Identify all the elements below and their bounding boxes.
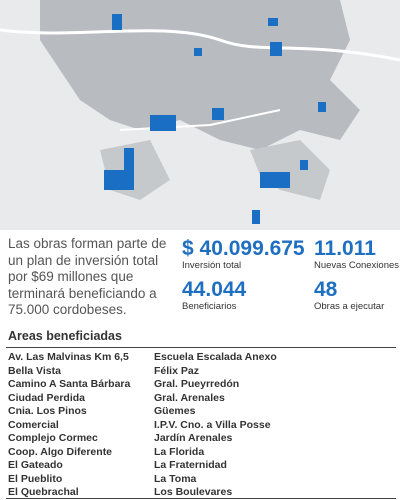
area-name: Ciudad Perdida: [8, 391, 86, 404]
area-name: Complejo Cormec: [8, 432, 98, 444]
area-name: Cnia. Los Pinos: [8, 405, 87, 417]
area-name: El Quebrachal: [8, 486, 79, 498]
intro-line: terminará beneficiando a: [8, 285, 157, 301]
intro-line: por $69 millones que: [8, 269, 134, 284]
intro-line: 75.000 cordobeses.: [8, 302, 127, 317]
stat-label: Obras a ejecutar: [314, 301, 385, 312]
intro-line: un plan de inversión total: [8, 252, 159, 268]
area-name: I.P.V. Cno. a Villa Posse: [154, 418, 271, 431]
stat-value: 44.044: [182, 278, 247, 301]
stat-label: Nuevas Conexiones: [314, 260, 400, 271]
area-name: El Gateado: [8, 459, 63, 471]
area-name: La Florida: [154, 445, 205, 458]
area-name: El Pueblito: [8, 472, 63, 485]
stat-value: 48: [314, 278, 338, 301]
area-name: Los Boulevares: [154, 486, 233, 498]
area-name: Gral. Pueyrredón: [154, 378, 240, 390]
stat: $ 40.099.675 Inversión total: [182, 237, 305, 272]
area-name: Gral. Arenales: [154, 391, 225, 404]
area-name: Coop. Algo Diferente: [8, 445, 113, 458]
area-name: Comercial: [8, 418, 59, 431]
area-name: La Toma: [154, 472, 197, 485]
stat-value: 11.011: [314, 237, 376, 260]
area-column: Escuela Escalada Anexo Félix Paz Gral. Pue…: [154, 351, 277, 500]
stat: 11.011 Nuevas Conexiones: [314, 237, 400, 272]
area-name: Escuela Escalada Anexo: [154, 351, 277, 363]
area-column: Av. Las Malvinas Km 6,5 Bella Vista Camino…: [8, 351, 130, 500]
stat: 48 Obras a ejecutar: [314, 278, 385, 313]
section-title: Areas beneficiadas: [8, 329, 122, 343]
area-name: Félix Paz: [154, 364, 199, 377]
area-name: Av. Las Malvinas Km 6,5: [8, 351, 129, 363]
area-name: Güemes: [154, 405, 196, 417]
area-name: Bella Vista: [8, 364, 61, 377]
stat-label: Inversión total: [182, 260, 242, 271]
divider: [6, 498, 396, 499]
intro-line: Las obras forman parte de: [8, 236, 167, 251]
intro-text: Las obras forman parte de un plan de inve…: [8, 236, 178, 319]
area-name: Camino A Santa Bárbara: [8, 378, 131, 390]
stat-value: $ 40.099.675: [182, 237, 305, 260]
stat-label: Beneficiarios: [182, 301, 237, 312]
stat: 44.044 Beneficiarios: [182, 278, 247, 313]
area-name: La Fraternidad: [154, 459, 227, 471]
area-name: Jardín Arenales: [154, 432, 233, 444]
divider: [6, 347, 396, 348]
map: [0, 0, 400, 230]
